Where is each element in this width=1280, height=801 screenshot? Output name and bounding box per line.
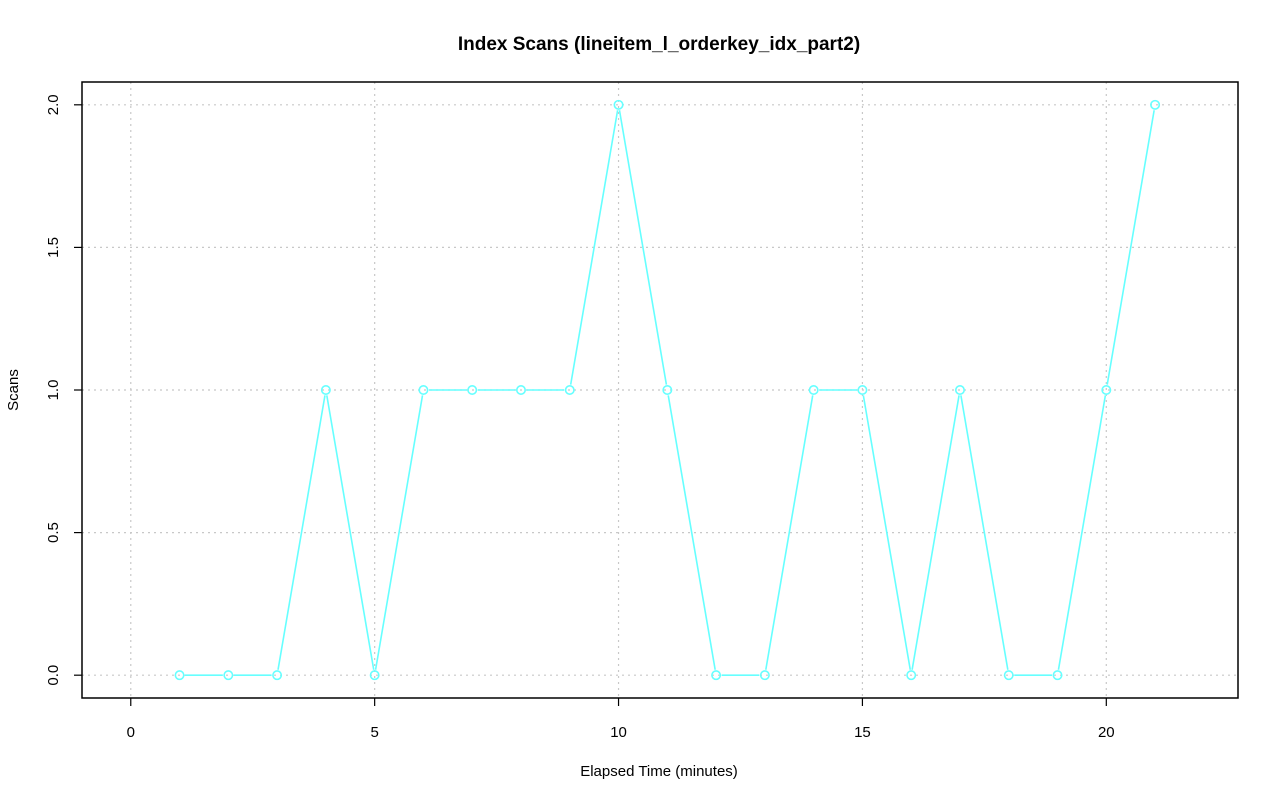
- data-point: [174, 670, 185, 681]
- data-point: [1052, 670, 1063, 681]
- y-tick-label: 1.5: [45, 237, 62, 258]
- data-point: [613, 99, 624, 110]
- y-tick-label: 2.0: [45, 94, 62, 115]
- data-point: [1003, 670, 1014, 681]
- data-point: [564, 384, 575, 395]
- series-line-segment: [277, 395, 326, 670]
- series-line-segment: [765, 395, 814, 670]
- x-axis-ticks: 0 5 10 15 20: [127, 698, 1115, 741]
- series-line-segment: [326, 395, 375, 670]
- y-axis-label: Scans: [5, 369, 22, 411]
- data-point: [857, 384, 868, 395]
- data-point: [272, 670, 283, 681]
- data-point: [320, 384, 331, 395]
- x-tick-label: 20: [1098, 724, 1115, 741]
- x-tick-label: 5: [370, 724, 378, 741]
- grid: [82, 82, 1238, 698]
- x-axis-label: Elapsed Time (minutes): [580, 763, 738, 780]
- data-point: [954, 384, 965, 395]
- series-line-segment: [1057, 395, 1107, 670]
- x-tick-label: 15: [854, 724, 871, 741]
- series-line-segment: [1106, 110, 1155, 385]
- data-point: [711, 670, 722, 681]
- series-line-segment: [569, 110, 619, 385]
- y-axis-ticks: 0.0 0.5 1.0 1.5 2.0: [45, 94, 82, 686]
- data-point: [467, 384, 478, 395]
- y-tick-label: 0.0: [45, 665, 62, 686]
- x-tick-label: 0: [127, 724, 135, 741]
- x-tick-label: 10: [610, 724, 627, 741]
- data-point: [223, 670, 234, 681]
- data-point: [906, 670, 917, 681]
- data-point: [808, 384, 819, 395]
- data-point: [418, 384, 429, 395]
- data-point: [662, 384, 673, 395]
- y-tick-label: 0.5: [45, 522, 62, 543]
- data-point: [369, 670, 380, 681]
- series-line-segment: [374, 395, 424, 670]
- chart-title: Index Scans (lineitem_l_orderkey_idx_par…: [458, 34, 860, 55]
- series-line-segment: [960, 395, 1009, 670]
- data-point: [759, 670, 770, 681]
- data-point: [1150, 99, 1161, 110]
- series: [174, 99, 1161, 681]
- data-point: [515, 384, 526, 395]
- plot-frame: [81, 81, 1239, 699]
- data-point: [1101, 384, 1112, 395]
- series-line-segment: [911, 395, 960, 670]
- series-line-segment: [667, 395, 716, 670]
- y-tick-label: 1.0: [45, 380, 62, 401]
- series-line-segment: [618, 110, 668, 385]
- series-line-segment: [862, 395, 912, 670]
